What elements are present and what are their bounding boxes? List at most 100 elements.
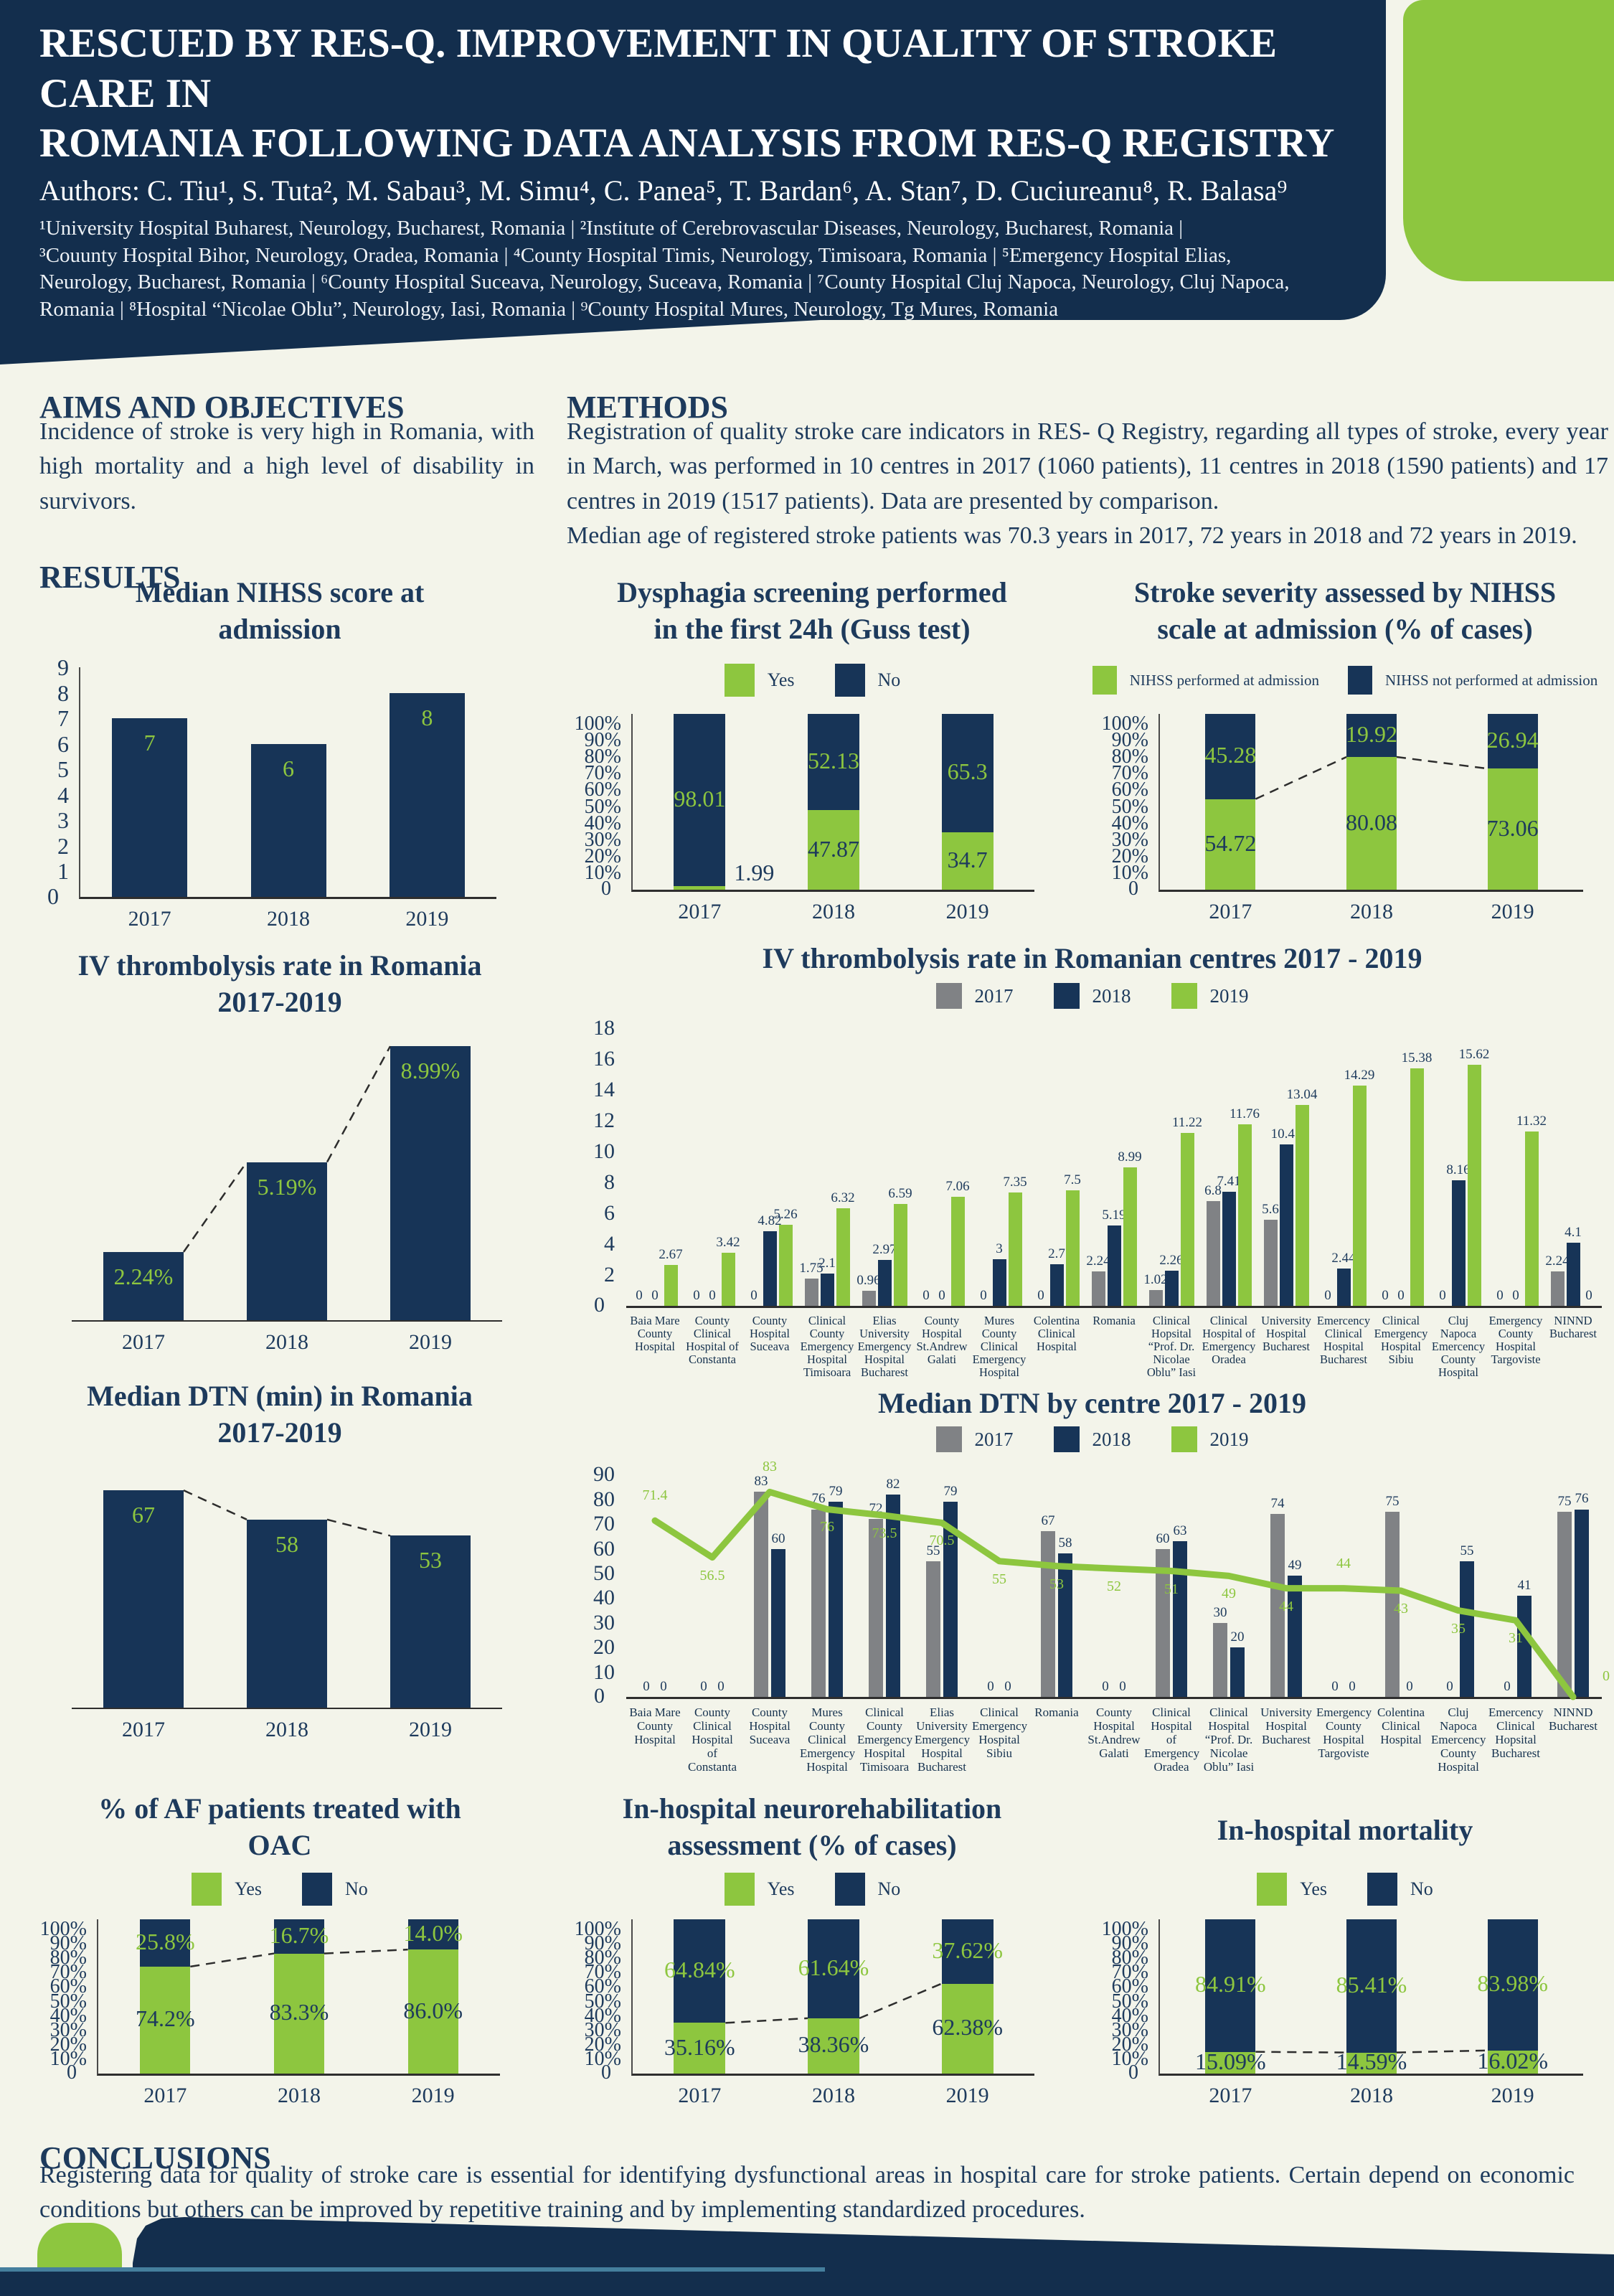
legend-label: Yes (235, 1878, 263, 1899)
y-tick-label: 2 (604, 1262, 615, 1286)
y-tick-label: 12 (593, 1108, 615, 1132)
bar-yes (407, 1949, 458, 2074)
chart-title: In-hospital mortality (1217, 1814, 1473, 1846)
bar-no-label: 16.7% (269, 1921, 329, 1948)
axis-origin-label: 0 (1128, 878, 1138, 900)
bar-value-label: 6.59 (888, 1186, 912, 1202)
bar-no (1487, 1919, 1538, 2051)
chart-plot: 100% 90% 80% 70% 60% 50% 40% 30% 20% 10% 0 98.01 1.9… (575, 712, 1034, 923)
x-axis-label: 2018 (277, 2084, 321, 2107)
y-tick-label: 80% (49, 1947, 87, 1970)
bar (804, 1279, 818, 1306)
bar-value-label: 0 (1119, 1679, 1126, 1694)
x-axis-label: Cluj Napoca Emercency County Hospital (1431, 1705, 1486, 1774)
y-tick-label: 6 (57, 730, 69, 757)
chart-plot: 2.24% 2017 5.19% 2018 8.99% 2019 (72, 1037, 502, 1354)
line-value-label: 76 (820, 1519, 834, 1535)
bar (112, 718, 188, 897)
bar-yes (140, 1966, 191, 2074)
legend-label: NIHSS not performed at admission (1384, 671, 1598, 689)
bar (820, 1273, 834, 1306)
chart-legend: Yes No (29, 1873, 531, 1906)
chart-legend: 2017 2018 2019 (570, 983, 1614, 1009)
y-tick-label: 6 (604, 1200, 615, 1225)
bar-no (674, 1919, 726, 2023)
bar-value-label: 5.19 (1102, 1208, 1126, 1223)
bar (862, 1291, 876, 1306)
affiliation-line: Romania | ⁸Hospital “Nicolae Oblu”, Neur… (39, 298, 1059, 321)
bar-no (1346, 1919, 1397, 2053)
bar (103, 1251, 184, 1320)
legend-label: NIHSS performed at admission (1129, 671, 1319, 689)
x-axis-label: Cluj Napoca Emercency County Hospital (1431, 1314, 1486, 1379)
bar-no (808, 1919, 859, 2018)
methods-heading: METHODS (567, 389, 728, 425)
bar-value-label: 58 (1058, 1535, 1072, 1551)
bar-yes-label: 73.06 (1486, 814, 1539, 841)
bar-yes (1346, 2052, 1397, 2074)
chart-neurorehabilitation: In-hospital neurorehabilitation assessme… (563, 1790, 1062, 2120)
y-tick-label: 10 (593, 1139, 615, 1163)
chart-stroke-severity: Stroke severity assessed by NIHSS scale … (1076, 574, 1614, 947)
bar-value-label: 15.38 (1401, 1050, 1433, 1066)
bar-value-label: 53 (419, 1547, 442, 1573)
y-tick-label: 40 (593, 1586, 615, 1610)
bar (1065, 1190, 1080, 1306)
x-axis-label: 2018 (265, 1718, 308, 1741)
legend-item: No (834, 664, 900, 697)
bar-value-label: 0 (980, 1288, 987, 1303)
chart-title: Stroke severity assessed by NIHSS scale … (1133, 576, 1557, 646)
bar-value-label: 41 (1517, 1577, 1532, 1593)
bar-value-label: 0 (1004, 1679, 1011, 1694)
x-axis-label: 2018 (811, 900, 855, 923)
legend-label: No (345, 1878, 368, 1899)
x-axis-label: 2019 (405, 907, 449, 931)
bar-value-label: 7.06 (945, 1179, 970, 1195)
bar-value-label: 0 (643, 1679, 650, 1694)
bar-value-label: 6.32 (831, 1190, 855, 1206)
y-tick-label: 90% (584, 1932, 621, 1955)
y-tick-label: 9 (57, 654, 69, 680)
y-tick-label: 50 (593, 1561, 615, 1585)
legend-swatch (192, 1873, 222, 1906)
y-tick-label: 100% (1101, 1918, 1148, 1940)
y-tick-label: 80% (584, 745, 621, 768)
x-axis-label: Clinical County Emergency Hospital Timis… (800, 1314, 854, 1379)
y-tick-label: 50% (584, 1990, 621, 2013)
x-axis-label: Emercency Clinical Hopsital Bucharest (1488, 1705, 1544, 1760)
bar-value-label: 2.97 (872, 1242, 897, 1258)
bar (1091, 1271, 1105, 1306)
bar (950, 1197, 965, 1306)
bar-no (941, 1919, 994, 1984)
chart-median-dtn-romania: Median DTN (min) in Romania 2017-2019 67… (29, 1378, 531, 1779)
x-axis-label: 2019 (409, 1718, 452, 1741)
legend-swatch (724, 1873, 755, 1906)
bar-no-label: 84.91% (1195, 1971, 1266, 1998)
line-value-label: 35 (1451, 1620, 1466, 1637)
bar (390, 1535, 471, 1708)
chart-title: IV thrombolysis rate in Romanian centres… (762, 942, 1422, 974)
bar (390, 1046, 471, 1320)
x-axis-label: Emercency Clinical Hospital Bucharest (1316, 1314, 1371, 1366)
y-tick-label: 20% (49, 2033, 87, 2056)
bar-yes (274, 1953, 324, 2074)
bar-no (1346, 714, 1397, 757)
bar (1352, 1085, 1367, 1306)
bar-value-label: 63 (1173, 1523, 1187, 1539)
bar-value-label: 58 (275, 1530, 298, 1557)
x-axis-label: 2019 (409, 1330, 452, 1354)
bar-value-label: 1.75 (799, 1261, 823, 1276)
bar-no-label: 61.64% (798, 1954, 869, 1980)
y-tick-label: 10% (49, 2047, 87, 2070)
legend-label: Yes (767, 1878, 795, 1899)
bar (1410, 1068, 1424, 1306)
chart-plot: 100% 90% 80% 70% 60% 50% 40% 30% 20% 10% 0 45.28 54.… (1102, 712, 1583, 923)
y-tick-label: 1 (57, 858, 69, 885)
bar-no-label: 65.3 (947, 758, 988, 785)
bar (1156, 1548, 1170, 1697)
bar-yes-label: 86.0% (403, 1997, 463, 2023)
bar-value-label: 2.1 (818, 1255, 836, 1271)
chart-plot: 100% 90% 80% 70% 60% 50% 40% 30% 20% 10% 0 64.84% 35… (575, 1918, 1034, 2107)
y-tick-label: 8 (604, 1170, 615, 1194)
